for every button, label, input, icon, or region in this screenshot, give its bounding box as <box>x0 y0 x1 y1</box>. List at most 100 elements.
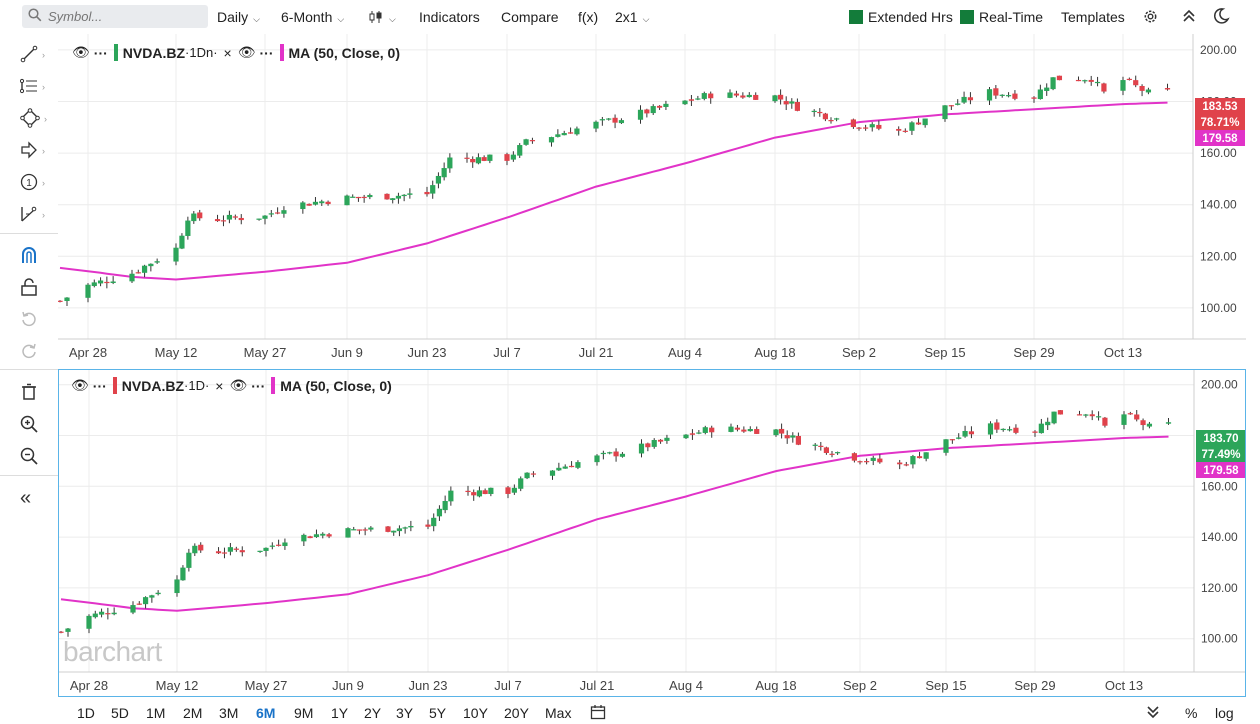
price-chart-bottom[interactable]: Apr 28 May 12 May 27 Jun 9 Jun 23 Jul 7 Jul 21… <box>59 370 1245 696</box>
real-time-toggle[interactable]: Real-Time <box>960 9 1043 25</box>
x-tick-label: Jun 9 <box>332 678 364 693</box>
chart-type-dropdown[interactable]: ⌵ <box>368 9 396 25</box>
candle-body <box>154 261 160 263</box>
range-9m[interactable]: 9M <box>294 705 314 721</box>
close-icon[interactable]: × <box>215 377 224 394</box>
candle-body <box>281 210 287 214</box>
price-tag-bg <box>1196 430 1245 446</box>
candle-body <box>734 427 741 430</box>
candle-body <box>442 501 448 511</box>
candle-body <box>903 464 909 466</box>
range-6m[interactable]: 6M <box>256 705 276 721</box>
collapse-sidebar-button[interactable]: « <box>20 486 50 510</box>
interval-dropdown[interactable]: Daily ⌵ <box>217 9 260 25</box>
range-max[interactable]: Max <box>545 705 572 721</box>
more-options-icon[interactable]: ··· <box>93 44 108 61</box>
compare-button[interactable]: Compare <box>501 9 559 25</box>
candle-body <box>356 529 363 531</box>
y-tick-label: 120.00 <box>1201 581 1238 595</box>
zoom-out-button[interactable] <box>20 445 50 469</box>
double-chevron-down-icon[interactable] <box>1146 704 1160 723</box>
candle-body <box>850 119 856 128</box>
more-options-icon[interactable]: ··· <box>251 377 266 394</box>
percent-scale-toggle[interactable]: % <box>1185 705 1198 721</box>
candle-body <box>1083 414 1089 416</box>
magnet-tool[interactable] <box>20 244 50 268</box>
range-1m[interactable]: 1M <box>146 705 166 721</box>
eye-icon[interactable]: 👁 <box>229 377 248 393</box>
price-tag-bg <box>1195 130 1245 146</box>
undo-button[interactable] <box>20 308 50 332</box>
measure-tool[interactable]: › <box>20 203 50 227</box>
range-3y[interactable]: 3Y <box>396 705 414 721</box>
calendar-icon[interactable] <box>590 704 606 723</box>
shape-tool[interactable]: › <box>20 107 50 131</box>
range-10y[interactable]: 10Y <box>463 705 488 721</box>
candle-body <box>1076 414 1083 416</box>
ma-label: MA (50, Close, 0) <box>288 44 401 61</box>
candle-body <box>391 530 397 533</box>
candle-body <box>828 120 834 122</box>
annotation-tool[interactable]: 1 › <box>20 171 50 195</box>
delete-button[interactable] <box>20 381 50 405</box>
range-5d[interactable]: 5D <box>111 705 129 721</box>
candle-body <box>185 220 191 236</box>
candle-body <box>561 133 567 136</box>
candle-body <box>835 452 841 454</box>
candle-body <box>142 597 149 605</box>
candle-body <box>524 472 530 479</box>
eye-icon[interactable]: 👁 <box>237 44 256 60</box>
series-color-swatch <box>112 377 117 394</box>
range-3m[interactable]: 3M <box>219 705 239 721</box>
range-2m[interactable]: 2M <box>183 705 203 721</box>
more-options-icon[interactable]: ··· <box>92 377 107 394</box>
line-tool[interactable]: › <box>20 43 50 67</box>
candle-body <box>130 605 136 613</box>
function-button[interactable]: f(x) <box>578 9 599 25</box>
log-scale-toggle[interactable]: log <box>1215 705 1234 721</box>
chart-pane-bottom[interactable]: Apr 28 May 12 May 27 Jun 9 Jun 23 Jul 7 Jul 21… <box>58 369 1246 697</box>
candle-body <box>517 145 523 156</box>
candle-body <box>361 196 367 199</box>
y-tick-label: 200.00 <box>1201 378 1238 392</box>
indicators-button[interactable]: Indicators <box>419 9 480 25</box>
period-dropdown[interactable]: 6-Month ⌵ <box>281 9 344 25</box>
gear-icon[interactable] <box>1142 8 1159 28</box>
symbol-search[interactable] <box>22 5 208 28</box>
candle-body <box>431 517 437 527</box>
candle-body <box>915 122 922 125</box>
x-tick-label: Sep 29 <box>1014 678 1055 693</box>
range-20y[interactable]: 20Y <box>504 705 529 721</box>
eye-icon[interactable]: 👁 <box>71 377 89 393</box>
arrow-tool[interactable]: › <box>20 139 50 163</box>
candle-body <box>663 103 669 107</box>
zoom-out-icon <box>20 447 38 468</box>
price-chart-top[interactable]: Apr 28 May 12 May 27 Jun 9 Jun 23 Jul 7 Jul 21… <box>58 34 1246 366</box>
range-5y[interactable]: 5Y <box>429 705 447 721</box>
redo-button[interactable] <box>20 340 50 364</box>
x-tick-label: Oct 13 <box>1105 678 1143 693</box>
candle-body <box>1095 416 1102 418</box>
more-options-icon[interactable]: ··· <box>259 44 274 61</box>
candle-body <box>488 487 494 494</box>
eye-icon[interactable]: 👁 <box>72 44 90 60</box>
zoom-in-button[interactable] <box>20 413 50 437</box>
price-tag-bg <box>1196 462 1245 478</box>
range-1y[interactable]: 1Y <box>331 705 349 721</box>
close-icon[interactable]: × <box>223 44 232 61</box>
candle-body <box>747 429 753 432</box>
lock-tool[interactable] <box>20 276 50 300</box>
chart-pane-top[interactable]: Apr 28 May 12 May 27 Jun 9 Jun 23 Jul 7 Jul 21… <box>58 34 1246 366</box>
candle-body <box>1012 93 1018 99</box>
fib-tool[interactable]: › <box>19 75 50 99</box>
candle-body <box>1139 86 1145 91</box>
collapse-toolbar-icon[interactable] <box>1182 8 1196 27</box>
templates-button[interactable]: Templates <box>1061 9 1125 25</box>
dark-mode-icon[interactable] <box>1212 7 1230 28</box>
range-2y[interactable]: 2Y <box>364 705 382 721</box>
extended-hours-toggle[interactable]: Extended Hrs <box>849 9 953 25</box>
range-1d[interactable]: 1D <box>77 705 95 721</box>
layout-dropdown[interactable]: 2x1 ⌵ <box>615 9 649 25</box>
search-input[interactable] <box>48 9 198 24</box>
price-tag-text: 179.58 <box>1203 465 1239 477</box>
